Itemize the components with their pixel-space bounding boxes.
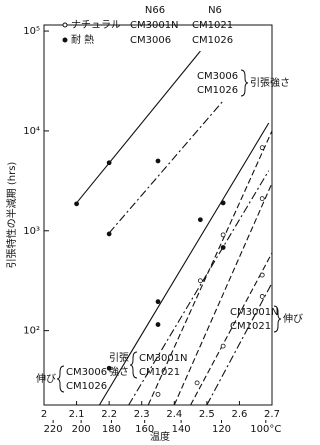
open-point	[220, 343, 226, 349]
open-point	[197, 278, 203, 284]
fit-line	[206, 282, 272, 405]
x-tick-label: 2.5	[199, 409, 215, 420]
open-point	[259, 196, 265, 202]
temp-tick-label: 140	[172, 424, 191, 435]
legend-marker	[62, 22, 68, 28]
filled-point	[220, 200, 226, 206]
annotation-text: CM1026	[66, 381, 107, 392]
annotation-side: 引張強さ	[109, 352, 129, 378]
legend-label: CM1021	[192, 20, 233, 31]
fit-line	[128, 170, 270, 405]
brace	[273, 305, 282, 333]
x-tick-label: 2.6	[231, 409, 247, 420]
brace	[129, 351, 138, 379]
y-tick-label: 10²	[23, 326, 40, 337]
temp-tick-label: 160	[135, 424, 154, 435]
x-tick-label: 2.7	[264, 409, 280, 420]
annotation-text: CM3001N	[230, 307, 279, 318]
filled-point	[220, 245, 226, 250]
y-axis-label: 引張特性の半減期 (hrs)	[5, 162, 18, 269]
legend-marker	[62, 37, 68, 43]
filled-point	[197, 217, 203, 223]
temp-tick-label: 220	[44, 424, 63, 435]
legend-label: CM3001N	[130, 20, 179, 31]
x-tick-label: 2	[41, 409, 47, 420]
open-point	[259, 145, 265, 151]
y-tick-label: 10³	[23, 226, 40, 237]
fit-line	[76, 50, 201, 204]
x-tick-label: 2.2	[101, 409, 117, 420]
filled-point	[155, 322, 161, 327]
annotation-text: CM1021	[139, 367, 180, 378]
filled-point	[155, 299, 161, 305]
open-point	[194, 380, 200, 386]
plot-frame	[43, 24, 273, 406]
temp-tick-label: 100°C	[250, 424, 281, 435]
fit-line	[190, 252, 272, 405]
brace	[240, 69, 249, 97]
brace	[56, 365, 65, 393]
legend-label: CM3006	[130, 35, 171, 46]
annotation-text: CM3006	[66, 367, 107, 378]
filled-point	[155, 158, 161, 164]
fit-line	[98, 122, 270, 405]
filled-point	[106, 365, 112, 371]
fit-line	[108, 100, 224, 234]
x-axis-label: 温度	[150, 430, 170, 443]
open-point	[259, 294, 265, 299]
annotation-text: CM1026	[197, 85, 238, 96]
fit-line	[173, 182, 272, 405]
y-tick-label: 10⁴	[23, 126, 40, 137]
open-point	[259, 272, 265, 278]
annotation-text: CM3001N	[139, 353, 188, 364]
filled-point	[106, 160, 112, 166]
x-tick-label: 2.3	[134, 409, 150, 420]
annotation-text: CM3006	[197, 71, 238, 82]
legend-label: CM1026	[192, 35, 233, 46]
legend-header: N6	[208, 5, 222, 16]
legend-label: ナチュラル	[71, 19, 121, 31]
annotation-side: 伸び	[283, 313, 303, 325]
temp-tick-label: 120	[212, 424, 231, 435]
open-point	[220, 232, 226, 238]
y-tick-label: 10⁵	[23, 26, 40, 37]
fit-line	[147, 130, 272, 405]
filled-point	[74, 201, 79, 207]
annotation-side: 引張強さ	[250, 76, 290, 89]
open-point	[155, 391, 161, 397]
temp-tick-label: 180	[102, 424, 121, 435]
legend-header: N66	[145, 5, 165, 16]
annotation-text: CM1021	[230, 321, 271, 332]
x-tick-label: 2.4	[166, 409, 182, 420]
filled-point	[106, 231, 112, 237]
temp-tick-label: 200	[72, 424, 91, 435]
x-tick-label: 2.1	[69, 409, 85, 420]
legend-label: 耐 熱	[71, 33, 94, 46]
annotation-side: 伸び	[36, 373, 56, 385]
